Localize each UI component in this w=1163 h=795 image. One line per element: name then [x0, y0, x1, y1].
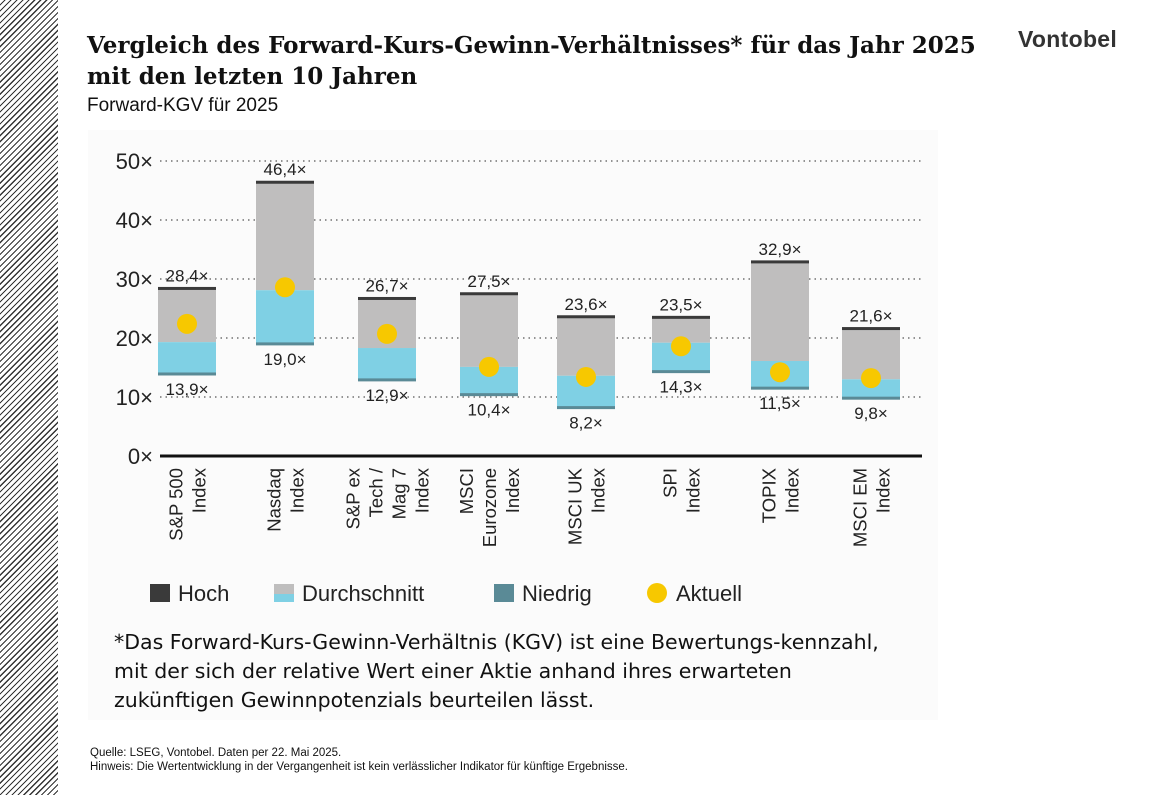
- low-marker: [557, 406, 615, 410]
- current-dot: [770, 362, 790, 383]
- low-marker: [460, 393, 518, 397]
- legend-swatch: [647, 583, 667, 603]
- current-dot: [671, 336, 691, 357]
- high-marker: [751, 260, 809, 264]
- high-marker: [460, 292, 518, 296]
- low-marker: [256, 342, 314, 346]
- bar-upper-range: [557, 316, 615, 376]
- high-marker: [358, 296, 416, 300]
- current-dot: [576, 366, 596, 387]
- high-marker: [158, 286, 216, 290]
- high-marker: [557, 315, 615, 319]
- category-label: S&P 500: [166, 468, 187, 541]
- category-label: TOPIX: [759, 468, 780, 523]
- category-label: Index: [189, 467, 210, 513]
- source-line: Quelle: LSEG, Vontobel. Daten per 22. Ma…: [90, 747, 342, 759]
- low-marker: [842, 396, 900, 400]
- bar-lower-range: [256, 290, 314, 344]
- low-label: 8,2×: [569, 414, 603, 433]
- category-label: Index: [873, 467, 894, 513]
- bar-upper-range: [256, 182, 314, 291]
- high-label: 46,4×: [263, 160, 306, 179]
- low-marker: [358, 378, 416, 382]
- category-label: Index: [412, 467, 433, 513]
- high-label: 28,4×: [165, 266, 208, 285]
- current-dot: [177, 313, 197, 334]
- chart-panel: [88, 130, 938, 720]
- category-label: Index: [502, 467, 523, 513]
- high-marker: [842, 327, 900, 331]
- category-label: Index: [287, 467, 308, 513]
- high-label: 27,5×: [467, 272, 510, 291]
- low-marker: [751, 386, 809, 390]
- legend-swatch: [494, 584, 514, 602]
- current-dot: [377, 323, 397, 344]
- bar-lower-range: [842, 379, 900, 399]
- high-label: 26,7×: [365, 276, 408, 295]
- low-label: 19,0×: [263, 350, 306, 369]
- legend-label: Hoch: [178, 581, 229, 606]
- legend-label: Niedrig: [522, 581, 592, 606]
- chart-title: Vergleich des Forward-Kurs-Gewinn-Verhäl…: [87, 32, 976, 90]
- category-label: S&P ex: [343, 467, 364, 529]
- category-label: Nasdaq: [264, 468, 285, 532]
- low-label: 14,3×: [659, 378, 702, 397]
- category-label: Mag 7: [389, 468, 410, 519]
- high-label: 23,5×: [659, 295, 702, 314]
- legend-swatch: [274, 594, 294, 602]
- low-label: 10,4×: [467, 401, 510, 420]
- low-marker: [158, 372, 216, 376]
- hatched-border: [0, 0, 58, 795]
- high-marker: [256, 180, 314, 184]
- category-label: MSCI EM: [850, 468, 871, 547]
- y-tick-label: 30×: [116, 267, 153, 292]
- footnote: *Das Forward-Kurs-Gewinn-Verhältnis (KGV…: [114, 630, 879, 712]
- category-label: Index: [782, 467, 803, 513]
- disclaimer-line: Hinweis: Die Wertentwicklung in der Verg…: [90, 761, 628, 773]
- legend-label: Aktuell: [676, 581, 742, 606]
- bar-upper-range: [751, 261, 809, 362]
- high-marker: [652, 315, 710, 319]
- source-notes: Quelle: LSEG, Vontobel. Daten per 22. Ma…: [90, 746, 628, 774]
- current-dot: [479, 356, 499, 377]
- current-dot: [275, 277, 295, 298]
- bar-lower-range: [358, 348, 416, 380]
- y-tick-label: 20×: [116, 326, 153, 351]
- bar-lower-range: [158, 342, 216, 374]
- category-label: Index: [683, 467, 704, 513]
- y-tick-label: 10×: [116, 385, 153, 410]
- legend-swatch: [274, 584, 294, 594]
- low-label: 13,9×: [165, 380, 208, 399]
- legend-label: Durchschnitt: [302, 581, 424, 606]
- legend-swatch: [150, 584, 170, 602]
- low-marker: [652, 370, 710, 374]
- y-tick-label: 50×: [116, 149, 153, 174]
- high-label: 21,6×: [849, 307, 892, 326]
- low-label: 9,8×: [854, 404, 888, 423]
- y-tick-label: 40×: [116, 208, 153, 233]
- chart-subtitle: Forward-KGV für 2025: [87, 95, 279, 116]
- vontobel-logo: Vontobel: [1018, 26, 1118, 52]
- category-label: Tech /: [366, 467, 387, 517]
- current-dot: [861, 368, 881, 389]
- category-label: MSCI UK: [565, 467, 586, 545]
- low-label: 11,5×: [759, 394, 801, 413]
- category-label: Index: [588, 467, 609, 513]
- low-label: 12,9×: [365, 386, 408, 405]
- bar-upper-range: [460, 293, 518, 367]
- category-label: Eurozone: [479, 468, 500, 547]
- category-label: SPI: [660, 468, 681, 498]
- category-label: MSCI: [456, 468, 477, 514]
- high-label: 23,6×: [564, 295, 607, 314]
- high-label: 32,9×: [758, 240, 801, 259]
- y-tick-label: 0×: [128, 444, 153, 469]
